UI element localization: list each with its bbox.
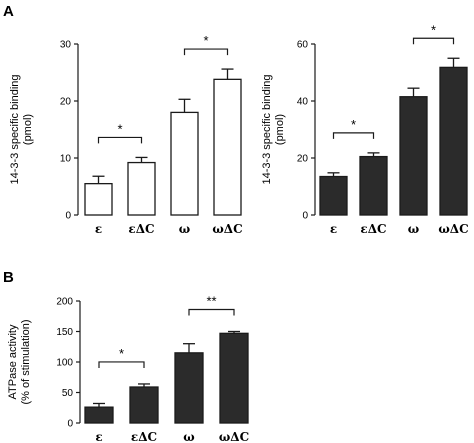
bar (213, 78, 242, 216)
bar (399, 96, 428, 216)
significance-bracket (332, 132, 375, 139)
y-axis-title-unit: (pmol) (22, 114, 34, 145)
significance-label: * (203, 33, 208, 48)
significance-label: * (351, 117, 356, 132)
category-label: ε (95, 222, 102, 236)
chart-b: 0 50 100 150 200 ATPase activity (% of stimula… (7, 294, 249, 443)
chart-a-left: 0 10 20 30 14-3-3 specific binding (pmol) ε εΔC… (9, 33, 243, 236)
significance-bracket (412, 37, 455, 45)
y-tick-label: 100 (56, 358, 73, 369)
significance-bracket (183, 48, 229, 56)
y-tick-label: 10 (60, 154, 72, 165)
y-tick-label: 0 (67, 419, 73, 430)
significance-bracket (98, 361, 145, 368)
bar (84, 182, 113, 216)
significance-label: ** (206, 294, 216, 309)
chart-a-right: 0 20 40 60 14-3-3 specific binding (pmol) ε εΔC… (261, 22, 469, 236)
bar (359, 155, 388, 216)
y-tick-label: 40 (297, 97, 309, 108)
bar (127, 161, 156, 216)
significance-label: * (119, 346, 124, 361)
category-label: ω (408, 222, 419, 236)
bar (170, 111, 199, 216)
bar (174, 352, 204, 424)
significance-label: * (117, 121, 122, 136)
y-tick-label: 150 (56, 327, 73, 338)
y-axis-title: ATPase activity (7, 324, 19, 399)
category-label: εΔC (128, 222, 154, 236)
category-label: εΔC (131, 430, 157, 443)
y-tick-label: 200 (56, 297, 73, 308)
y-tick-label: 20 (60, 97, 72, 108)
y-tick-label: 30 (60, 40, 72, 51)
bar (129, 386, 159, 424)
category-label: ε (330, 222, 337, 236)
y-axis-title-unit: (% of stimulation) (20, 320, 32, 405)
bar (319, 175, 348, 216)
significance-label: * (431, 22, 436, 37)
y-tick-label: 60 (297, 40, 309, 51)
category-label: ε (95, 430, 102, 443)
category-label: ωΔC (438, 222, 468, 236)
category-label: εΔC (360, 222, 386, 236)
bar (219, 332, 249, 424)
category-label: ω (179, 222, 190, 236)
y-tick-label: 0 (65, 211, 71, 222)
bar (439, 66, 468, 216)
bar (84, 406, 114, 424)
y-axis-title: 14-3-3 specific binding (9, 74, 21, 184)
category-label: ωΔC (219, 430, 249, 443)
significance-bracket (188, 308, 235, 316)
significance-bracket (97, 136, 143, 144)
y-axis-title-unit: (pmol) (274, 114, 286, 145)
y-tick-label: 20 (297, 154, 309, 165)
panel-letter-a: A (3, 3, 14, 20)
panel-letter-b: B (3, 269, 14, 286)
y-axis-title: 14-3-3 specific binding (261, 74, 273, 184)
y-tick-label: 50 (62, 388, 74, 399)
y-tick-label: 0 (302, 211, 308, 222)
category-label: ω (183, 430, 194, 443)
category-label: ωΔC (212, 222, 242, 236)
